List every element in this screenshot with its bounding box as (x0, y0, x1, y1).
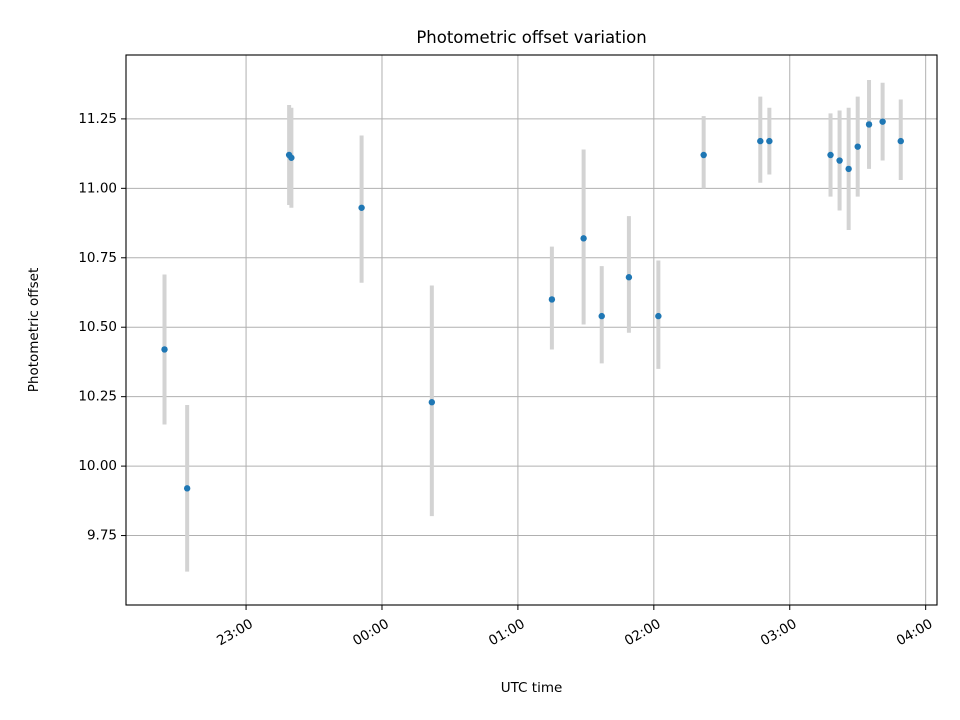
data-point (161, 346, 168, 353)
y-tick-label: 10.75 (78, 250, 117, 266)
data-point (428, 399, 436, 406)
data-point (625, 274, 633, 281)
plot-frame (125, 54, 938, 606)
x-axis-label: UTC time (501, 680, 563, 696)
y-tick-label: 11.25 (78, 111, 117, 127)
data-point (358, 204, 365, 211)
data-point (757, 137, 764, 145)
y-tick-label: 10.50 (78, 319, 117, 335)
y-tick-label: 10.25 (78, 389, 117, 405)
data-point (288, 154, 295, 161)
y-tick-label: 9.75 (87, 528, 117, 544)
grid (126, 55, 937, 605)
data-point (598, 312, 605, 320)
y-tick-label: 11.00 (78, 180, 117, 196)
data-point (548, 296, 556, 303)
data-point (827, 151, 834, 159)
y-tick-label: 10.00 (78, 458, 117, 474)
data-points (161, 118, 904, 492)
data-point (897, 137, 904, 145)
data-point (655, 312, 662, 320)
y-axis-label: Photometric offset (26, 268, 42, 392)
data-point (865, 121, 873, 128)
data-point (879, 118, 886, 125)
data-point (766, 137, 773, 145)
data-point (580, 235, 587, 242)
data-point (845, 165, 852, 173)
data-point (854, 143, 861, 150)
data-point (700, 151, 707, 159)
data-point (183, 485, 191, 492)
chart-title: Photometric offset variation (416, 28, 646, 47)
data-point (836, 157, 843, 164)
